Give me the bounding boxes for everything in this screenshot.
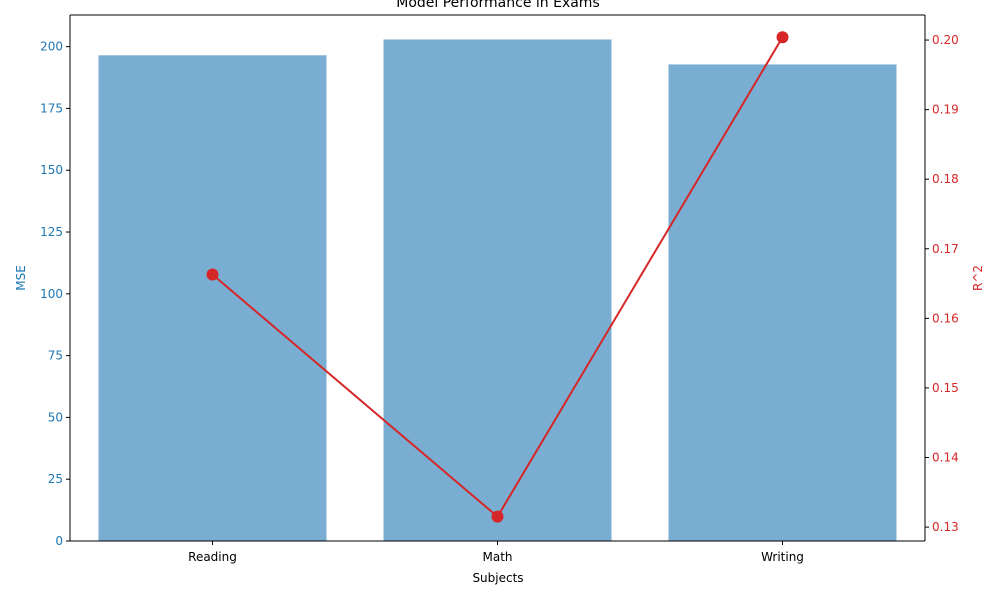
mse-bar-writing (668, 64, 897, 541)
left-tick-label: 200 (40, 40, 63, 54)
x-tick-label: Math (482, 550, 512, 564)
left-tick-label: 175 (40, 101, 63, 115)
x-axis-label: Subjects (472, 571, 523, 585)
left-tick-label: 25 (48, 472, 63, 486)
mse-bar-math (383, 39, 612, 542)
right-tick-label: 0.18 (932, 172, 959, 186)
left-tick-label: 50 (48, 410, 63, 424)
chart-title: Model Performance in Exams (396, 0, 600, 11)
right-tick-label: 0.14 (932, 451, 959, 465)
right-y-axis-ticks: 0.13 0.14 0.15 0.16 0.17 0.18 0.19 0.20 (925, 33, 959, 534)
x-tick-label: Writing (761, 550, 804, 564)
right-tick-label: 0.20 (932, 33, 959, 47)
left-tick-label: 125 (40, 225, 63, 239)
r2-point-math (491, 510, 504, 523)
right-tick-label: 0.13 (932, 520, 959, 534)
mse-bar-reading (98, 55, 327, 542)
x-tick-label: Reading (188, 550, 237, 564)
right-tick-label: 0.17 (932, 242, 959, 256)
x-axis-ticks: Reading Math Writing (188, 541, 804, 564)
left-tick-label: 150 (40, 163, 63, 177)
right-tick-label: 0.19 (932, 103, 959, 117)
right-y-axis-label: R^2 (971, 265, 985, 291)
mse-bars (98, 39, 897, 542)
right-tick-label: 0.15 (932, 381, 959, 395)
left-tick-label: 0 (55, 534, 63, 548)
r2-line-series (206, 31, 789, 523)
right-tick-label: 0.16 (932, 311, 959, 325)
r2-point-reading (206, 268, 219, 281)
left-tick-label: 75 (48, 349, 63, 363)
left-tick-label: 100 (40, 287, 63, 301)
r2-point-writing (776, 31, 789, 44)
left-y-axis-label: MSE (14, 265, 28, 291)
left-y-axis-ticks: 0 25 50 75 100 125 150 175 200 (40, 40, 70, 548)
